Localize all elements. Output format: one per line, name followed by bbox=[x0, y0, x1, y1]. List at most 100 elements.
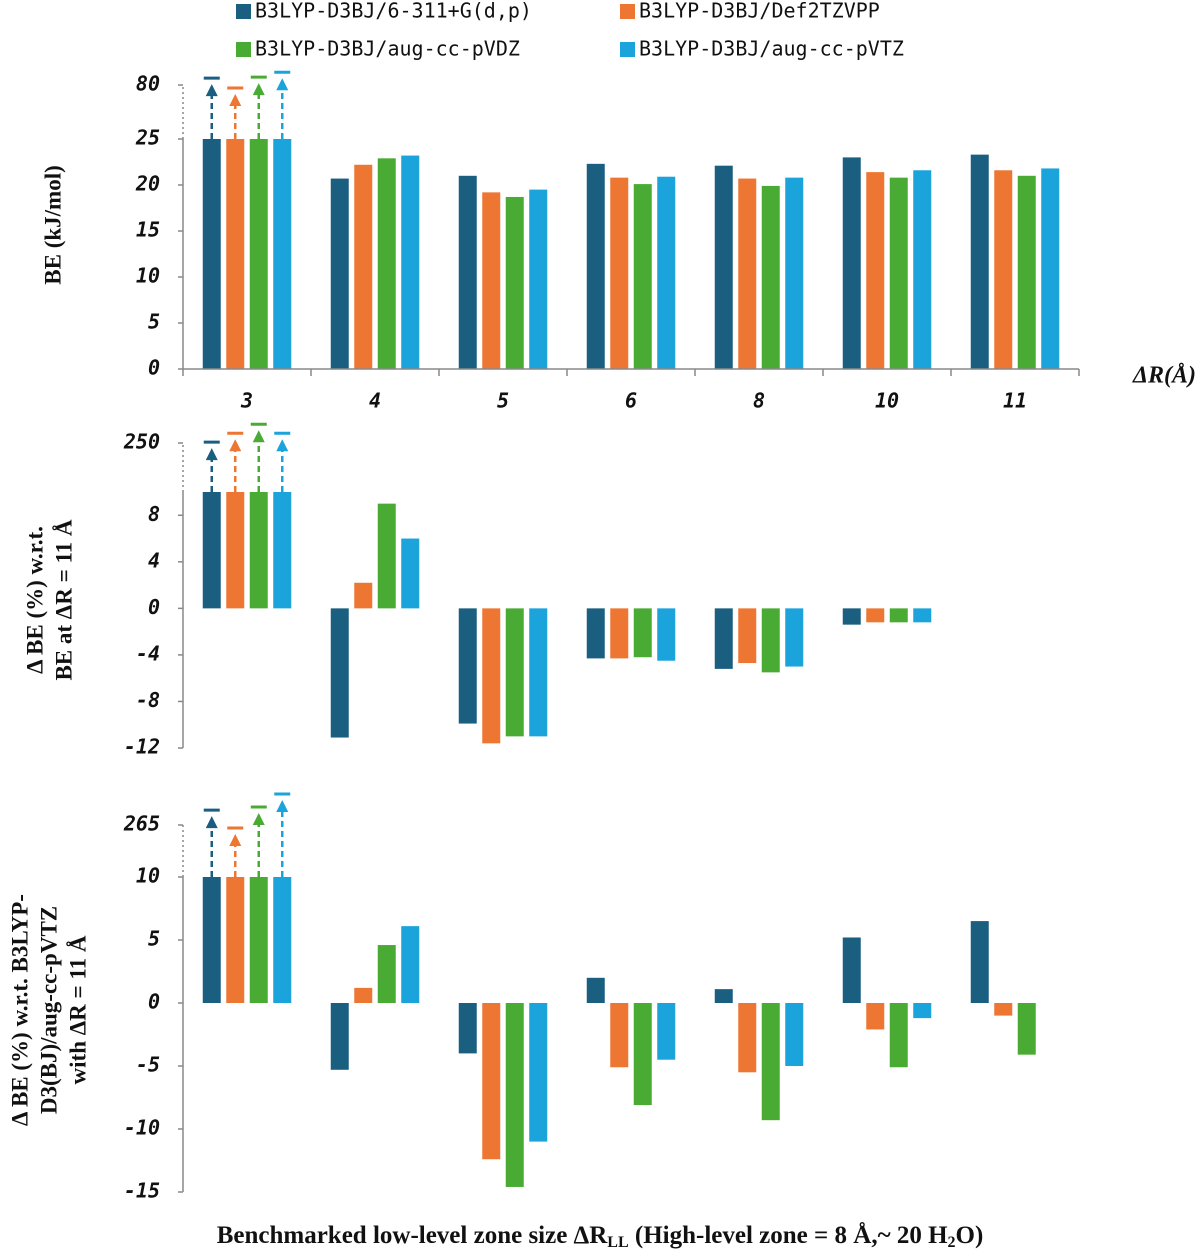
y-axis-title: BE (kJ/mol) bbox=[40, 165, 65, 284]
legend-swatch bbox=[620, 42, 635, 57]
bar bbox=[330, 178, 349, 369]
bar bbox=[657, 176, 676, 369]
bar bbox=[970, 921, 989, 1003]
y-tick-label: 265 bbox=[123, 812, 160, 836]
caption-text: (High-level zone = 8 Å,~ 20 H bbox=[629, 1221, 948, 1249]
bar bbox=[505, 196, 524, 369]
y-tick-label: -15 bbox=[124, 1179, 160, 1203]
bar bbox=[610, 608, 629, 659]
bar bbox=[610, 1003, 629, 1068]
bar bbox=[842, 937, 861, 1003]
y-tick-label: 15 bbox=[136, 218, 160, 242]
legend-swatch bbox=[620, 4, 635, 19]
y-axis-title: Δ BE (%) w.r.t. B3LYP- bbox=[7, 894, 32, 1126]
bar bbox=[994, 1003, 1013, 1016]
y-tick-label: -12 bbox=[124, 735, 160, 759]
bar bbox=[657, 608, 676, 661]
bar bbox=[913, 1003, 932, 1019]
bar bbox=[377, 945, 396, 1003]
bar bbox=[785, 608, 804, 667]
y-tick-label: 20 bbox=[135, 172, 160, 196]
bar bbox=[761, 608, 780, 673]
bar bbox=[401, 926, 420, 1003]
bar bbox=[1041, 168, 1060, 369]
bar bbox=[866, 172, 885, 369]
bar bbox=[226, 139, 245, 369]
bar bbox=[330, 608, 349, 738]
bar bbox=[866, 1003, 885, 1030]
bar bbox=[401, 538, 420, 609]
arrow-head bbox=[252, 83, 265, 96]
x-tick-label: 3 bbox=[240, 389, 253, 413]
subscript: LL bbox=[607, 1234, 628, 1251]
bar bbox=[889, 1003, 908, 1068]
bar bbox=[889, 608, 908, 623]
bar bbox=[529, 608, 548, 737]
y-tick-label: 10 bbox=[136, 864, 160, 888]
arrow-head bbox=[276, 800, 289, 813]
bar bbox=[633, 184, 652, 369]
y-axis-title: BE at ΔR = 11 Å bbox=[51, 519, 76, 680]
bar bbox=[273, 877, 292, 1003]
bar bbox=[226, 877, 245, 1003]
bar bbox=[586, 608, 605, 659]
y-tick-label: -5 bbox=[136, 1053, 160, 1077]
bar bbox=[458, 175, 477, 369]
bar bbox=[249, 877, 268, 1003]
y-axis-title: with ΔR = 11 Å bbox=[65, 935, 90, 1084]
bar bbox=[377, 158, 396, 369]
bar bbox=[785, 177, 804, 369]
bar bbox=[842, 157, 861, 369]
bar bbox=[970, 154, 989, 369]
y-tick-label: 10 bbox=[136, 264, 160, 288]
bar bbox=[586, 163, 605, 369]
bar bbox=[1017, 1003, 1036, 1055]
bar bbox=[633, 608, 652, 658]
legend-label: B3LYP-D3BJ/6-311+G(d,p) bbox=[255, 0, 532, 23]
bar bbox=[761, 1003, 780, 1121]
y-tick-label: 0 bbox=[148, 990, 160, 1014]
y-tick-label: 5 bbox=[148, 310, 160, 334]
y-tick-label: 5 bbox=[148, 927, 160, 951]
arrow-head bbox=[276, 78, 289, 91]
x-axis-title: ΔR(Å) bbox=[1132, 363, 1196, 389]
bar bbox=[610, 177, 629, 369]
bar bbox=[249, 492, 268, 609]
bar bbox=[913, 608, 932, 623]
bar bbox=[482, 192, 501, 369]
legend-swatch bbox=[236, 4, 251, 19]
y-tick-label: 0 bbox=[148, 356, 160, 380]
bar bbox=[913, 170, 932, 369]
x-axis-title: Benchmarked low-level zone size ΔRLL (Hi… bbox=[217, 1221, 984, 1251]
bar bbox=[738, 1003, 757, 1073]
bar bbox=[505, 1003, 524, 1187]
bar bbox=[401, 155, 420, 369]
bar bbox=[249, 139, 268, 369]
x-tick-label: 8 bbox=[753, 389, 765, 413]
bar bbox=[482, 608, 501, 744]
arrow-head bbox=[252, 430, 265, 443]
bar bbox=[505, 608, 524, 737]
legend-label: B3LYP-D3BJ/Def2TZVPP bbox=[639, 0, 880, 23]
bar bbox=[657, 1003, 676, 1060]
bar bbox=[458, 608, 477, 724]
bar bbox=[738, 178, 757, 369]
bar bbox=[738, 608, 757, 664]
legend-label: B3LYP-D3BJ/aug-cc-pVTZ bbox=[639, 37, 904, 61]
bar bbox=[273, 139, 292, 369]
arrow-head bbox=[229, 439, 242, 452]
bar bbox=[202, 492, 221, 609]
arrow-head bbox=[229, 93, 242, 106]
bar bbox=[354, 164, 373, 369]
bar bbox=[889, 177, 908, 369]
y-axis-title: Δ BE (%) w.r.t. bbox=[22, 526, 47, 674]
arrow-head bbox=[276, 439, 289, 452]
caption-text: Benchmarked low-level zone size ΔR bbox=[217, 1222, 609, 1249]
y-tick-label: 4 bbox=[148, 548, 160, 572]
y-tick-label: -4 bbox=[136, 641, 160, 665]
bar bbox=[529, 189, 548, 369]
y-tick-label: -10 bbox=[124, 1116, 160, 1140]
bar bbox=[714, 989, 733, 1003]
bar bbox=[330, 1003, 349, 1070]
